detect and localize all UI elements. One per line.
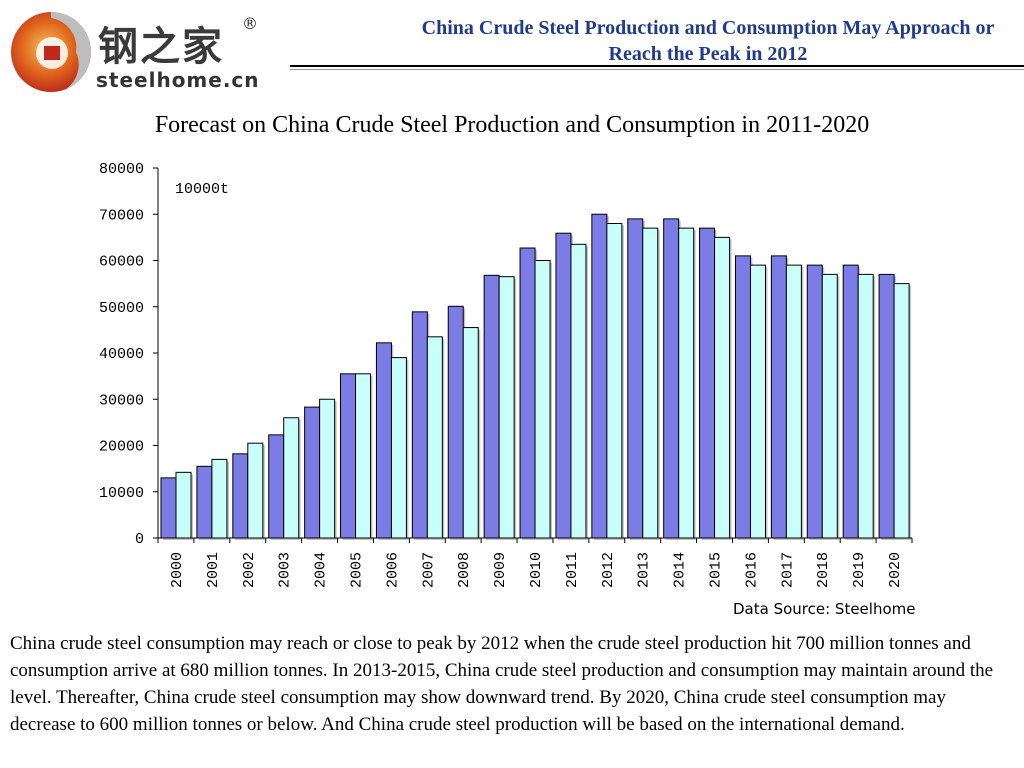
bar — [591, 213, 608, 539]
steelhome-logo — [11, 12, 91, 92]
y-tick-label: 50000 — [99, 300, 144, 317]
x-tick-label: 2000 — [169, 552, 186, 588]
bar — [283, 417, 300, 539]
x-tick-label: 2007 — [420, 552, 437, 588]
chart-title: Forecast on China Crude Steel Production… — [154, 112, 870, 138]
bar — [663, 218, 680, 539]
x-tick-label: 2011 — [564, 552, 581, 588]
header-divider — [290, 65, 1024, 67]
data-source: Data Source: Steelhome — [733, 600, 916, 618]
bar — [390, 357, 407, 539]
bar — [555, 232, 572, 539]
bar — [878, 273, 895, 539]
x-tick-label: 2009 — [492, 552, 509, 588]
bar — [175, 471, 192, 539]
logo-text-english: steelhome.cn — [96, 68, 260, 92]
bar — [806, 264, 823, 539]
bars — [160, 213, 912, 540]
y-tick-label: 80000 — [99, 161, 144, 178]
bar — [232, 453, 249, 539]
bar — [642, 227, 659, 539]
x-tick-label: 2005 — [348, 552, 365, 588]
bar — [319, 398, 336, 539]
x-axis: 2000 2001 2002 2003 2004 2005 2006 2007 2008 2009… — [157, 537, 913, 588]
bar — [519, 247, 536, 539]
x-tick-label: 2001 — [205, 552, 222, 588]
x-tick-label: 2020 — [887, 552, 904, 588]
bar — [462, 327, 479, 539]
bar — [483, 274, 500, 539]
bar — [893, 283, 910, 539]
bar — [734, 255, 751, 539]
y-tick-label: 70000 — [99, 207, 144, 224]
bar — [785, 264, 802, 539]
x-tick-label: 2014 — [672, 552, 689, 588]
unit-label: 10000t — [175, 181, 229, 198]
x-tick-label: 2004 — [313, 552, 330, 588]
logo-text-chinese: 钢之家 — [98, 24, 224, 70]
bar — [340, 373, 357, 539]
bar — [678, 227, 695, 539]
bar — [714, 236, 731, 539]
bar — [304, 406, 321, 539]
bar — [534, 260, 551, 539]
x-tick-label: 2006 — [384, 552, 401, 588]
y-axis: 0 10000 20000 30000 40000 50000 60000 70000 8000… — [99, 161, 159, 548]
bar — [606, 223, 623, 539]
body-paragraph: China crude steel consumption may reach … — [10, 633, 994, 735]
y-tick-label: 40000 — [99, 346, 144, 363]
registered-mark: ® — [242, 14, 258, 33]
bar — [447, 305, 464, 539]
bar — [627, 218, 644, 539]
x-tick-label: 2002 — [241, 552, 258, 588]
y-tick-label: 30000 — [99, 392, 144, 409]
y-tick-label: 0 — [135, 531, 144, 548]
bar — [355, 373, 372, 539]
bar — [247, 442, 264, 539]
y-tick-label: 10000 — [99, 485, 144, 502]
bar — [699, 227, 716, 539]
x-tick-label: 2019 — [851, 552, 868, 588]
bar — [749, 264, 766, 539]
bar — [770, 255, 787, 539]
bar — [842, 264, 859, 539]
bar — [268, 434, 285, 539]
bar — [411, 311, 428, 539]
bar — [211, 458, 228, 539]
slide-title: China Crude Steel Production and Consump… — [421, 17, 995, 65]
x-tick-label: 2010 — [528, 552, 545, 588]
bar — [160, 477, 177, 539]
x-tick-label: 2017 — [779, 552, 796, 588]
x-tick-label: 2016 — [743, 552, 760, 588]
y-tick-label: 20000 — [99, 439, 144, 456]
bar — [570, 243, 587, 539]
x-tick-label: 2008 — [456, 552, 473, 588]
bar — [821, 273, 838, 539]
x-tick-label: 2015 — [708, 552, 725, 588]
x-tick-label: 2003 — [277, 552, 294, 588]
bar — [196, 465, 213, 539]
header-divider-thin — [290, 69, 1024, 70]
x-tick-label: 2012 — [600, 552, 617, 588]
bar — [857, 273, 874, 539]
bar — [498, 276, 515, 539]
bar — [375, 342, 392, 539]
bar — [426, 336, 443, 539]
x-tick-label: 2013 — [636, 552, 653, 588]
x-tick-label: 2018 — [815, 552, 832, 588]
y-tick-label: 60000 — [99, 254, 144, 271]
